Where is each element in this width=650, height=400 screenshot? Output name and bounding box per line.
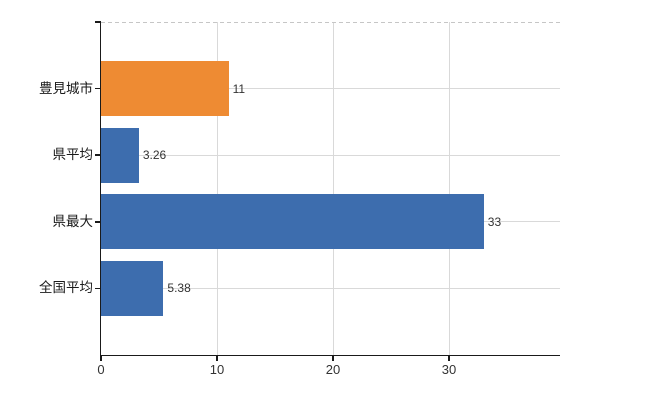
value-label: 3.26 — [142, 148, 167, 163]
y-axis-tick — [95, 154, 101, 156]
vertical-gridline — [333, 22, 334, 355]
x-tick-label: 30 — [441, 362, 457, 377]
category-label: 県最大 — [52, 213, 94, 229]
y-axis-top-tick — [95, 21, 101, 23]
x-axis-tick — [332, 355, 334, 361]
plot-top-dashed-border — [101, 22, 560, 23]
x-axis-tick — [448, 355, 450, 361]
horizontal-gridline — [101, 287, 560, 289]
bar-3 — [101, 194, 484, 250]
category-label: 豊見城市 — [39, 80, 93, 96]
y-axis-tick — [95, 87, 101, 90]
horizontal-gridline — [101, 154, 560, 156]
category-label: 県平均 — [52, 147, 94, 163]
category-label: 全国平均 — [39, 280, 93, 296]
value-label: 11 — [232, 81, 246, 96]
x-tick-label: 20 — [325, 362, 341, 377]
value-label: 33 — [487, 214, 502, 229]
y-axis-tick — [95, 221, 101, 223]
y-axis-line — [99, 22, 101, 355]
vertical-gridline — [449, 22, 450, 355]
vertical-gridline — [217, 22, 218, 355]
x-axis-line — [99, 354, 560, 356]
x-tick-label: 0 — [97, 362, 105, 377]
horizontal-gridline — [101, 88, 560, 90]
x-axis-tick — [216, 355, 218, 361]
y-axis-tick — [95, 287, 101, 290]
value-label: 5.38 — [167, 281, 191, 296]
bar-1 — [101, 61, 229, 117]
bar-2 — [101, 127, 139, 183]
x-axis-tick — [100, 355, 102, 361]
bar-4 — [101, 260, 164, 316]
x-tick-label: 10 — [209, 362, 225, 377]
